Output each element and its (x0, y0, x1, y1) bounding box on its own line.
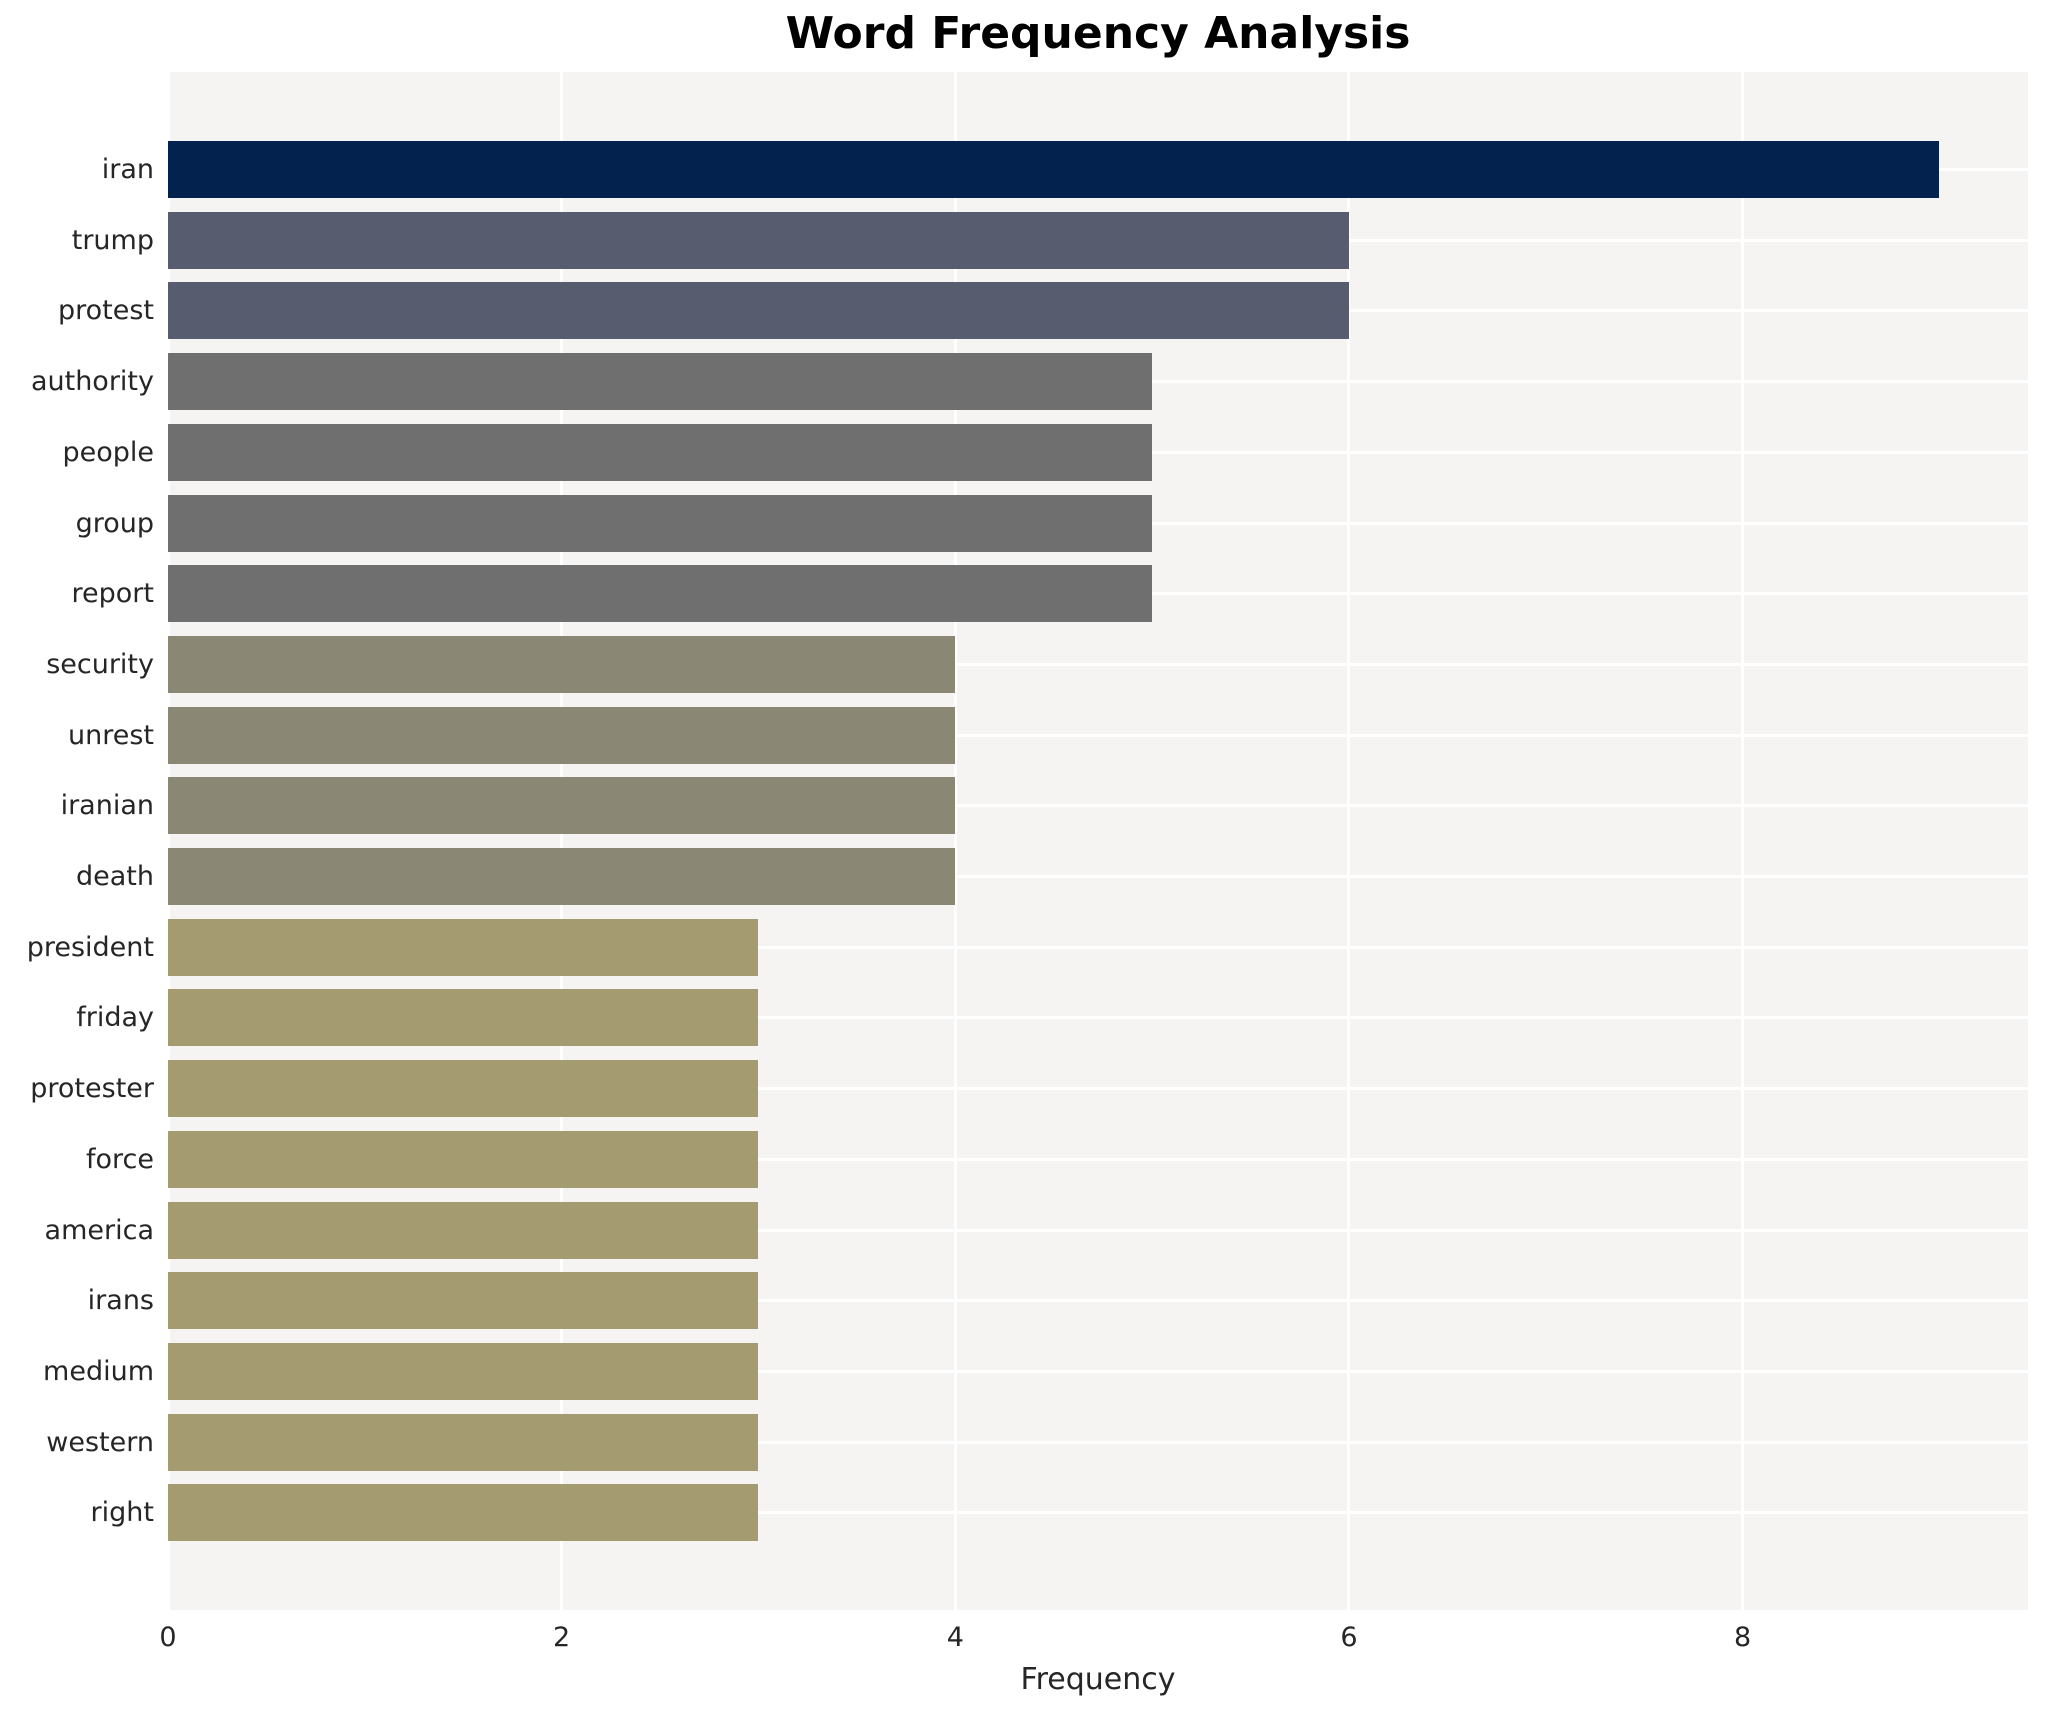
y-tick-label-people: people (62, 436, 154, 468)
y-tick-label-security: security (46, 648, 154, 680)
gridline-horizontal (168, 875, 2028, 878)
y-tick-label-force: force (86, 1143, 154, 1175)
gridline-vertical (166, 72, 170, 1610)
y-tick-label-report: report (71, 578, 154, 610)
plot-area (166, 72, 2028, 1610)
x-tick-label-6: 6 (1340, 1622, 1358, 1653)
bar-friday (168, 989, 759, 1047)
bar-america (168, 1201, 759, 1259)
bar-iranian (168, 777, 956, 835)
y-tick-label-right: right (90, 1497, 154, 1529)
y-tick-label-protest: protest (57, 295, 154, 327)
bar-irans (168, 1272, 759, 1330)
bar-iran (168, 141, 1940, 198)
bar-right (168, 1484, 759, 1542)
bar-group (168, 494, 1153, 552)
bar-medium (168, 1342, 759, 1400)
y-tick-label-america: america (44, 1214, 154, 1246)
x-tick-label-0: 0 (159, 1622, 177, 1653)
gridline-horizontal (168, 1511, 2028, 1515)
bar-unrest (168, 706, 956, 764)
y-tick-label-irans: irans (87, 1285, 154, 1317)
bar-security (168, 635, 956, 693)
bar-trump (168, 211, 1349, 269)
bar-protest (168, 282, 1349, 340)
gridline-horizontal (168, 733, 2028, 737)
gridline-horizontal (168, 1228, 2028, 1232)
y-tick-label-friday: friday (76, 1002, 154, 1034)
bar-death (168, 848, 956, 905)
y-tick-label-president: president (26, 931, 154, 963)
gridline-horizontal (168, 1016, 2028, 1020)
gridline-horizontal (168, 804, 2028, 808)
gridline-horizontal (168, 1299, 2028, 1303)
y-tick-label-iran: iran (101, 154, 154, 185)
gridline-horizontal (168, 1440, 2028, 1444)
bar-force (168, 1130, 759, 1188)
x-tick-label-2: 2 (553, 1622, 571, 1653)
bar-authority (168, 353, 1153, 411)
bar-people (168, 423, 1153, 481)
gridline-vertical (1741, 72, 1745, 1610)
y-tick-label-western: western (46, 1426, 154, 1458)
bar-protester (168, 1060, 759, 1118)
gridline-horizontal (168, 1157, 2028, 1161)
y-tick-label-group: group (75, 507, 154, 539)
gridline-horizontal (168, 945, 2028, 949)
gridline-horizontal (168, 662, 2028, 666)
chart-title: Word Frequency Analysis (785, 8, 1411, 59)
bar-report (168, 565, 1153, 623)
y-tick-label-medium: medium (43, 1355, 154, 1387)
gridline-vertical (953, 72, 957, 1610)
y-tick-label-protester: protester (30, 1073, 154, 1105)
gridline-horizontal (168, 1369, 2028, 1373)
x-axis-label: Frequency (1020, 1662, 1176, 1697)
gridline-horizontal (168, 1087, 2028, 1091)
y-tick-label-authority: authority (30, 366, 154, 398)
y-tick-label-trump: trump (71, 224, 154, 256)
x-tick-label-8: 8 (1734, 1622, 1752, 1653)
y-tick-label-iranian: iranian (60, 790, 154, 822)
bar-president (168, 918, 759, 976)
bar-western (168, 1413, 759, 1471)
x-tick-label-4: 4 (946, 1622, 964, 1653)
y-tick-label-unrest: unrest (68, 719, 154, 751)
gridline-vertical (560, 72, 564, 1610)
gridline-vertical (1347, 72, 1351, 1610)
y-tick-label-death: death (76, 861, 154, 892)
